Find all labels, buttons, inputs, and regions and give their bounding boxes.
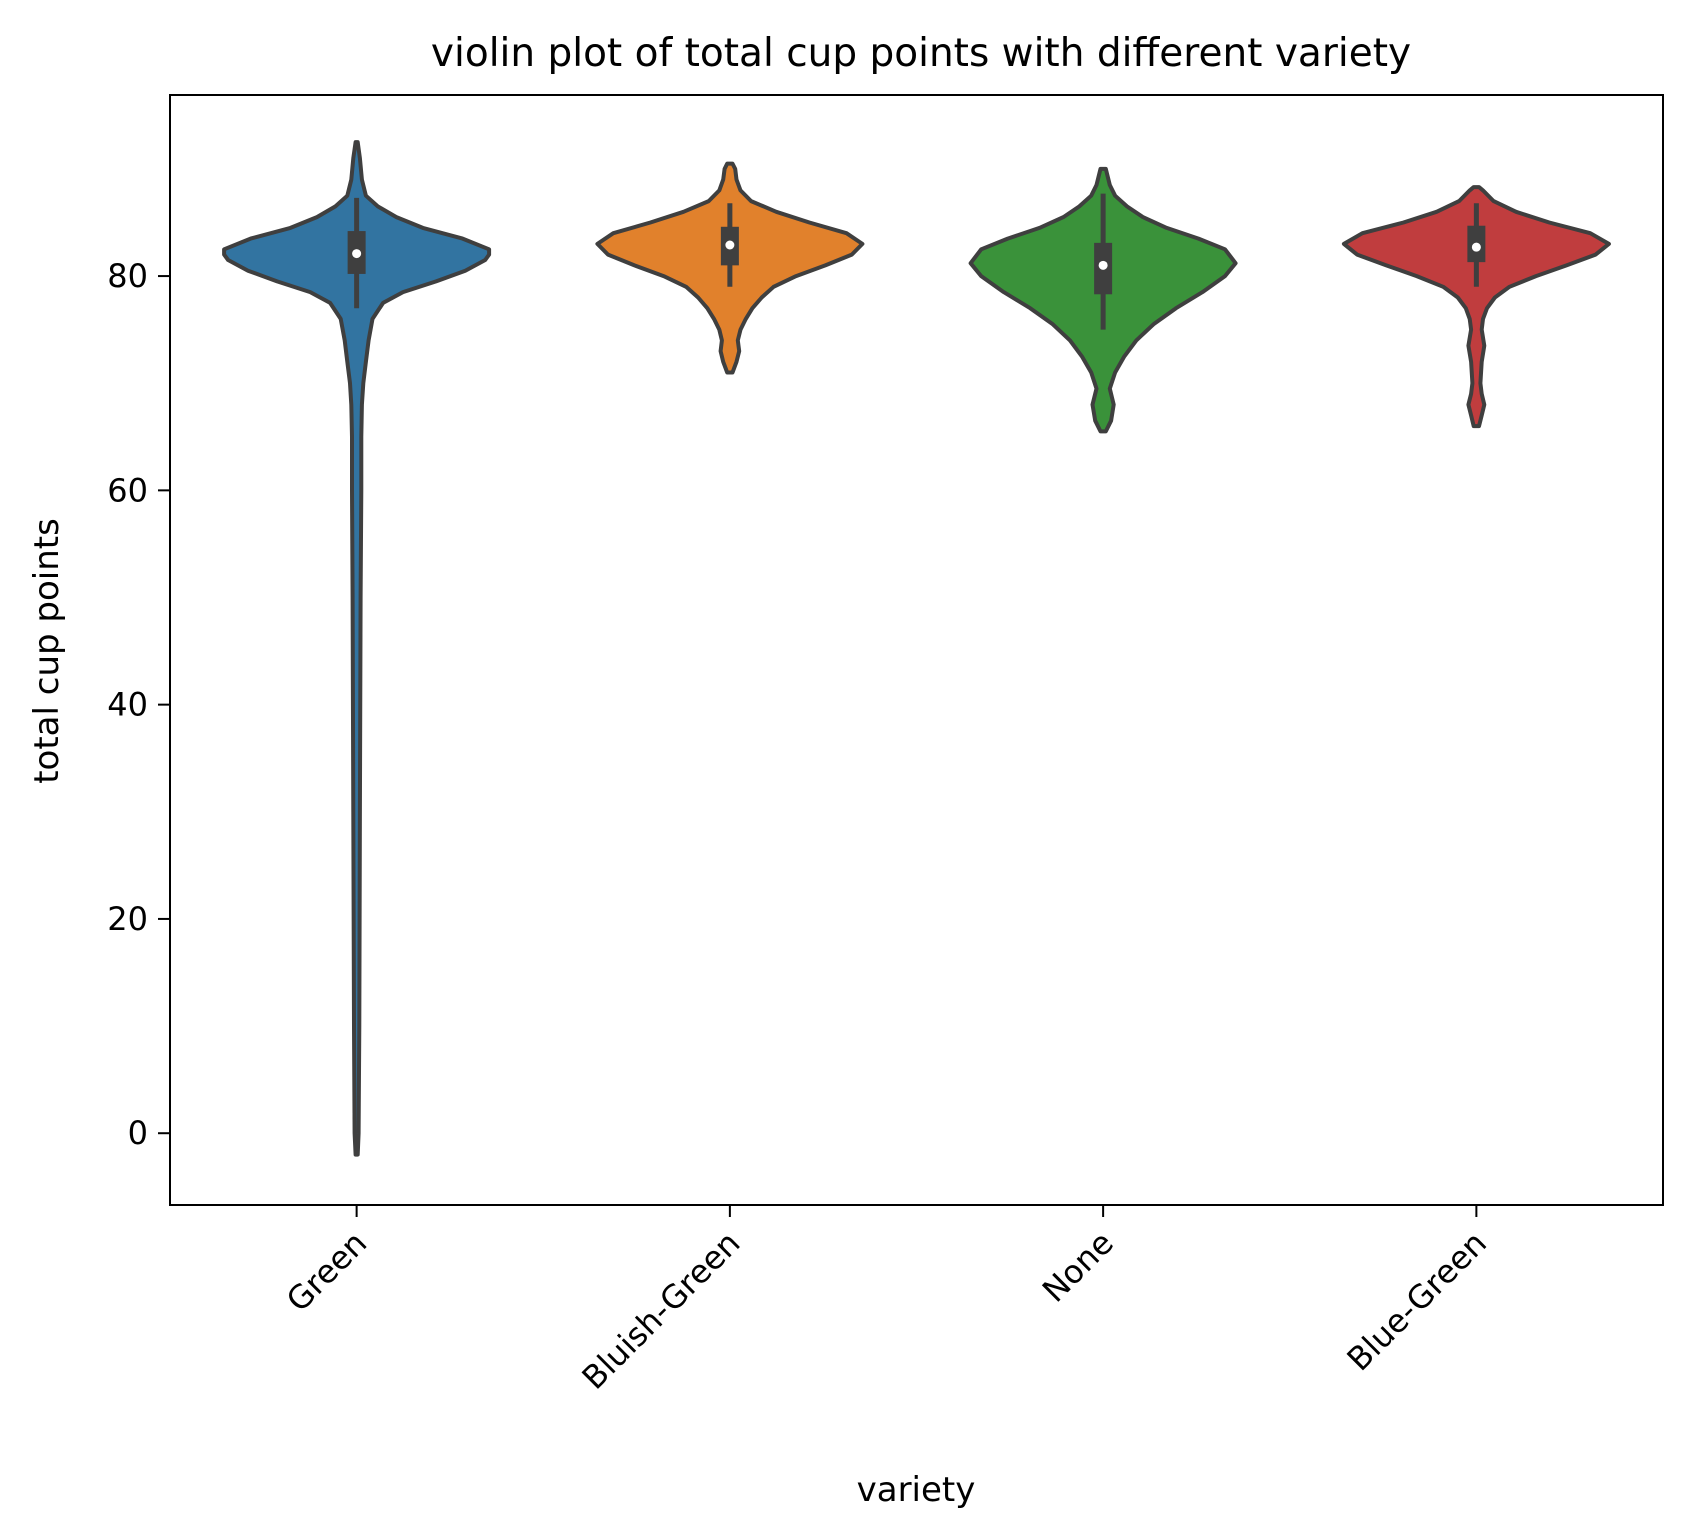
x-tick-label: Green [279,1224,374,1319]
y-tick-label: 0 [128,1114,148,1152]
y-axis-label: total cup points [27,518,67,784]
x-tick-label: Bluish-Green [575,1224,748,1397]
plot-frame [169,94,1664,1206]
y-tick-label: 20 [107,900,148,938]
median-point [352,249,362,259]
violin-blue-green [1341,185,1611,429]
chart-title: violin plot of total cup points with dif… [431,31,1411,76]
violin-body [222,140,492,1157]
y-tick-label: 60 [107,471,148,509]
violin-none [968,166,1238,434]
x-tick-label: Blue-Green [1340,1224,1494,1378]
x-tick-label: None [1035,1224,1121,1310]
median-point [1471,242,1481,252]
x-axis-label: variety [857,1470,976,1510]
y-tick-label: 40 [107,686,148,724]
median-point [725,240,735,250]
violin-body [1341,185,1611,429]
median-point [1098,260,1108,270]
x-axis: Green Bluish-Green None Blue-Green [279,1205,1494,1397]
violins [222,140,1611,1157]
y-tick-label: 80 [107,257,148,295]
violin-bluish-green [595,161,865,375]
y-axis: 0 20 40 60 80 [107,257,170,1152]
violin-green [222,140,492,1157]
